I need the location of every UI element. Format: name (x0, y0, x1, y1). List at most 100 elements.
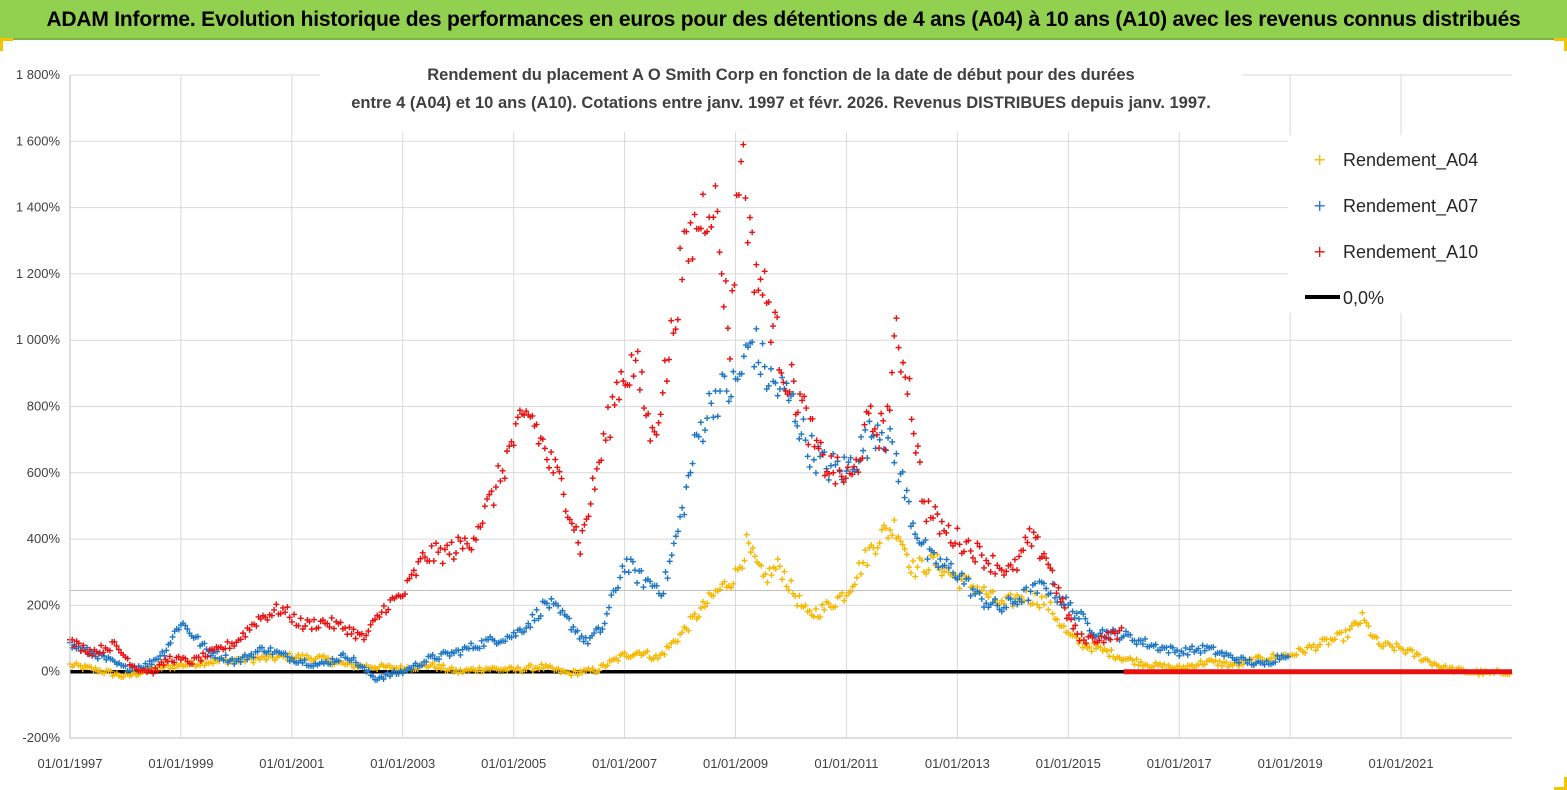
data-point (479, 520, 486, 527)
data-point (1218, 649, 1225, 656)
data-point (240, 630, 247, 637)
data-point (841, 597, 848, 604)
data-point (697, 605, 704, 612)
data-point (543, 456, 550, 463)
data-point (714, 208, 721, 215)
data-point (468, 546, 475, 553)
data-point (459, 545, 466, 552)
legend: + Rendement_A04 + Rendement_A07 + Rendem… (1288, 135, 1513, 313)
data-point (541, 445, 548, 452)
data-point (311, 616, 318, 623)
data-point (1032, 580, 1039, 587)
data-point (812, 469, 819, 476)
data-point (250, 654, 257, 661)
chart-title-background (320, 66, 1242, 132)
data-point (934, 511, 941, 518)
data-point (687, 219, 694, 226)
data-point (320, 652, 327, 659)
data-point (113, 642, 120, 649)
data-point (301, 656, 308, 663)
data-point (774, 556, 781, 563)
data-point (559, 607, 566, 614)
data-point (115, 646, 122, 653)
data-point (1344, 634, 1351, 641)
data-point (267, 644, 274, 651)
data-point (1043, 555, 1050, 562)
data-point (329, 655, 336, 662)
data-point (886, 407, 893, 414)
data-point (843, 592, 850, 599)
data-point (945, 522, 952, 529)
x-tick-label: 01/01/2009 (703, 756, 768, 771)
data-point (655, 419, 662, 426)
data-point (580, 638, 587, 645)
data-point (861, 421, 868, 428)
y-tick-label: 1 600% (16, 133, 61, 148)
data-point (265, 648, 272, 655)
data-point (575, 539, 582, 546)
data-point (171, 665, 178, 672)
data-point (672, 326, 679, 333)
data-point (84, 650, 91, 657)
data-point (1088, 648, 1095, 655)
data-point (912, 531, 919, 538)
y-tick-label: 1 400% (16, 200, 61, 215)
data-point (182, 655, 189, 662)
data-point (640, 584, 647, 591)
data-point (429, 651, 436, 658)
data-point (810, 456, 817, 463)
data-point (776, 563, 783, 570)
data-point (429, 659, 436, 666)
data-point (747, 549, 754, 556)
data-point (1312, 647, 1319, 654)
data-point (450, 556, 457, 563)
data-point (956, 541, 963, 548)
data-point (570, 623, 577, 630)
data-point (587, 500, 594, 507)
data-point (499, 467, 506, 474)
data-point (555, 665, 562, 672)
data-point (976, 590, 983, 597)
data-point (497, 478, 504, 485)
data-point (746, 214, 753, 221)
data-point (740, 353, 747, 360)
y-tick-label: -200% (22, 730, 60, 745)
data-point (571, 527, 578, 534)
data-point (918, 557, 925, 564)
data-point (976, 543, 983, 550)
data-point (945, 564, 952, 571)
data-point (721, 373, 728, 380)
data-point (897, 538, 904, 545)
data-point (1072, 622, 1079, 629)
data-point (914, 443, 921, 450)
data-point (769, 323, 776, 330)
data-point (798, 431, 805, 438)
x-tick-label: 01/01/1999 (148, 756, 213, 771)
data-point (1067, 599, 1074, 606)
legend-label-a10: Rendement_A10 (1343, 242, 1478, 263)
data-point (916, 459, 923, 466)
data-point (783, 380, 790, 387)
data-point (372, 616, 379, 623)
data-point (250, 659, 257, 666)
data-point (350, 654, 357, 661)
data-point (491, 637, 498, 644)
data-point (706, 390, 713, 397)
data-point (581, 521, 588, 528)
data-point (163, 647, 170, 654)
data-point (936, 530, 943, 537)
data-point (1045, 606, 1052, 613)
data-point (169, 633, 176, 640)
data-point (972, 558, 979, 565)
data-point (154, 667, 161, 674)
data-point (75, 640, 82, 647)
data-point (464, 540, 471, 547)
data-point (1040, 601, 1047, 608)
data-point (974, 540, 981, 547)
data-point (204, 653, 211, 660)
data-point (529, 611, 536, 618)
data-point (514, 414, 521, 421)
data-point (352, 659, 359, 666)
data-point (430, 557, 437, 564)
data-point (1016, 596, 1023, 602)
